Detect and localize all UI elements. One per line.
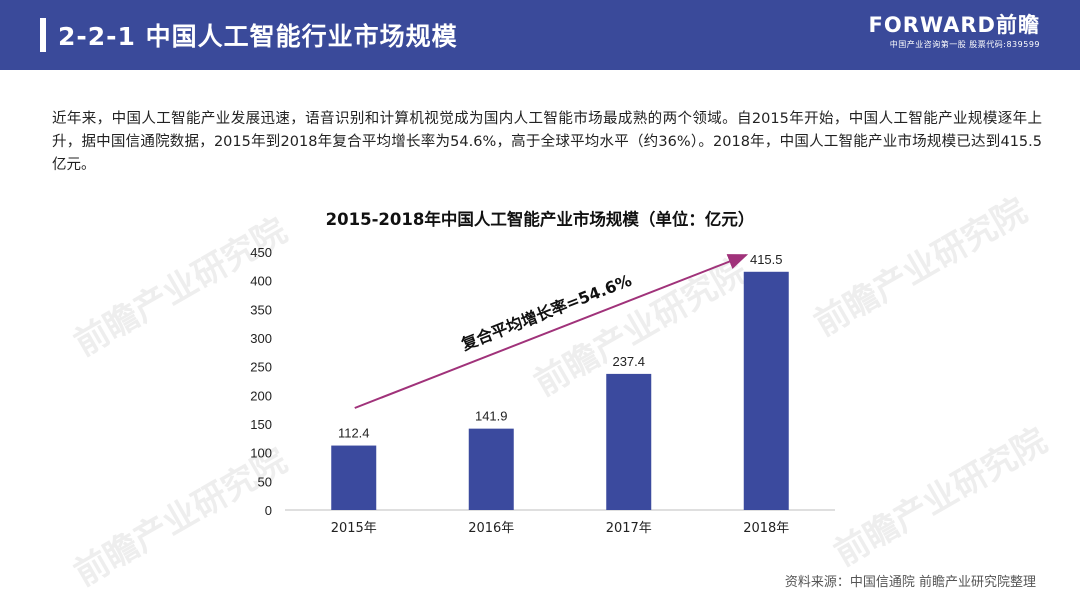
brand-tagline: 中国产业咨询第一股 股票代码:839599 xyxy=(889,40,1040,49)
chart-title: 2015-2018年中国人工智能产业市场规模（单位：亿元） xyxy=(325,210,755,229)
bar-value-label: 112.4 xyxy=(338,426,370,441)
x-axis: 2015年 2016年 2017年 2018年 xyxy=(285,509,835,536)
y-tick-label: 200 xyxy=(250,388,272,403)
y-tick-label: 50 xyxy=(258,474,272,489)
page-title: 2-2-1 中国人工智能行业市场规模 xyxy=(58,22,458,51)
x-tick-label: 2017年 xyxy=(606,521,652,536)
y-axis: 0 50 100 150 200 250 300 350 400 450 xyxy=(250,245,272,518)
header-accent-bar xyxy=(40,18,46,52)
bar-value-label: 141.9 xyxy=(475,409,508,424)
y-tick-label: 350 xyxy=(250,302,272,317)
bar xyxy=(331,445,377,510)
y-tick-label: 450 xyxy=(250,245,272,260)
brand-logo: FORWARD前瞻 中国产业咨询第一股 股票代码:839599 xyxy=(860,12,1040,50)
y-tick-label: 0 xyxy=(265,503,272,518)
growth-rate-annotation: 复合平均增长率=54.6% xyxy=(458,271,634,355)
source-note: 资料来源：中国信通院 前瞻产业研究院整理 xyxy=(784,575,1036,590)
header-banner: 2-2-1 中国人工智能行业市场规模 FORWARD前瞻 中国产业咨询第一股 股… xyxy=(0,0,1080,70)
bar xyxy=(743,271,789,510)
x-tick-label: 2016年 xyxy=(468,521,514,536)
x-tick-label: 2018年 xyxy=(743,521,789,536)
bar-series: 112.4 141.9 237.4 415.5 xyxy=(331,252,789,510)
bar xyxy=(606,373,652,510)
bar-value-label: 415.5 xyxy=(750,252,783,267)
y-tick-label: 150 xyxy=(250,417,272,432)
x-tick-label: 2015年 xyxy=(331,521,377,536)
y-tick-label: 300 xyxy=(250,331,272,346)
y-tick-label: 100 xyxy=(250,446,272,461)
y-tick-label: 400 xyxy=(250,274,272,289)
bar xyxy=(468,428,514,510)
growth-arrow xyxy=(354,254,749,409)
bar-value-label: 237.4 xyxy=(612,354,645,369)
intro-paragraph: 近年来，中国人工智能产业发展迅速，语音识别和计算机视觉成为国内人工智能市场最成熟… xyxy=(52,111,1042,173)
brand-name: FORWARD前瞻 xyxy=(868,13,1040,37)
y-tick-label: 250 xyxy=(250,360,272,375)
